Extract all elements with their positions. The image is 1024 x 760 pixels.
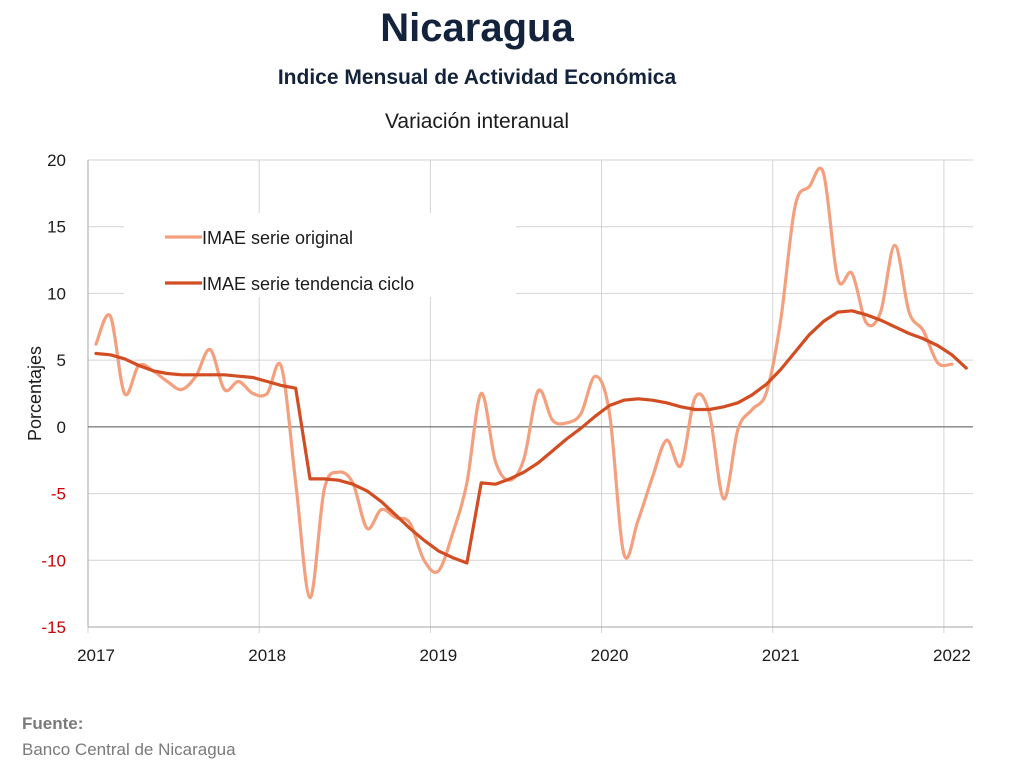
- x-tick-label: 2019: [419, 646, 457, 665]
- chart-area: 20 15 10 5 0 -5 -10 -15 2017 2018 2019 2020 2021 2022…: [25, 151, 973, 665]
- source-text: Banco Central de Nicaragua: [22, 740, 236, 759]
- x-tick-label: 2021: [762, 646, 800, 665]
- y-tick-label: -10: [41, 551, 66, 570]
- x-tick-label: 2020: [591, 646, 629, 665]
- chart-subtitle: Indice Mensual de Actividad Económica: [277, 66, 677, 89]
- y-tick-label: 20: [47, 151, 66, 170]
- x-tick-label: 2022: [933, 646, 971, 665]
- x-tick-label: 2018: [248, 646, 286, 665]
- y-axis-label: Porcentajes: [25, 346, 45, 441]
- series-line-trend: [94, 309, 968, 565]
- series-line-original: [94, 166, 954, 600]
- y-tick-label: -5: [51, 485, 66, 504]
- y-tick-label: 0: [57, 418, 66, 437]
- legend-label-original: IMAE serie original: [202, 228, 353, 248]
- y-tick-label: 15: [47, 218, 66, 237]
- source-label: Fuente:: [22, 714, 84, 733]
- chart-subtitle-secondary: Variación interanual: [384, 110, 570, 133]
- x-tick-label: 2017: [77, 646, 115, 665]
- y-tick-label: -15: [41, 618, 66, 637]
- legend-label-trend: IMAE serie tendencia ciclo: [202, 274, 414, 294]
- y-tick-label: 5: [57, 351, 66, 370]
- y-tick-label: 10: [47, 284, 66, 303]
- chart-title: Nicaragua: [380, 6, 574, 50]
